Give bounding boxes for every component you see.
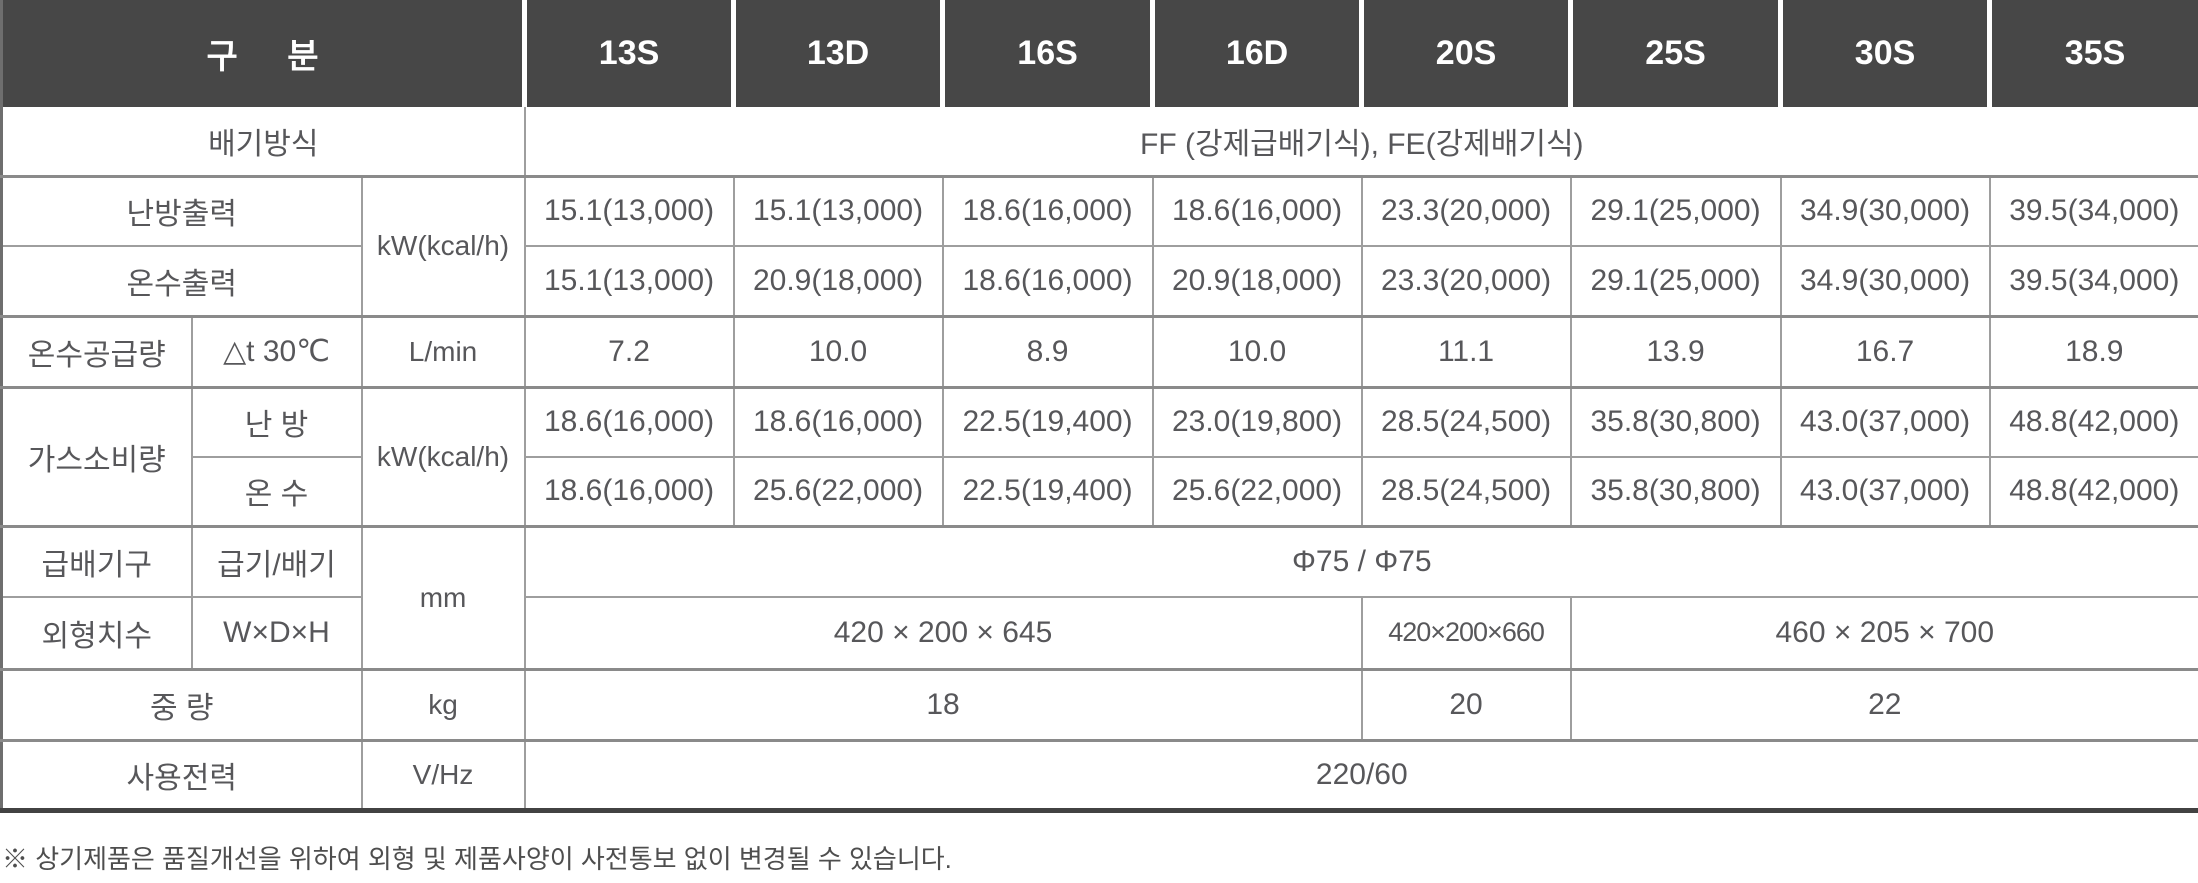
cell-hotwater-output-25s: 29.1(25,000)	[1569, 245, 1782, 317]
cell-heating-output-16d: 18.6(16,000)	[1151, 174, 1363, 247]
condition-delta-t: △t 30℃	[190, 314, 363, 388]
cell-hotwater-output-13s: 15.1(13,000)	[523, 245, 735, 317]
label-dimensions: 외형치수	[0, 596, 193, 670]
col-header-25s: 25S	[1568, 0, 1781, 107]
value-weight-25s-35s: 22	[1569, 667, 2198, 741]
sublabel-wdh: W×D×H	[190, 596, 363, 670]
value-flue-diameter: Φ75 / Φ75	[523, 524, 2198, 598]
cell-gas-heating-20s: 28.5(24,500)	[1360, 385, 1572, 458]
cell-gas-heating-35s: 48.8(42,000)	[1988, 385, 2198, 458]
footnote: ※ 상기제품은 품질개선을 위하여 외형 및 제품사양이 사전통보 없이 변경될…	[2, 843, 952, 874]
cell-supply-13s: 7.2	[523, 314, 735, 388]
row-gas-hotwater: 온 수 18.6(16,000) 25.6(22,000) 22.5(19,40…	[2, 456, 2198, 527]
label-hotwater-supply: 온수공급량	[0, 314, 193, 388]
cell-gas-hotwater-25s: 35.8(30,800)	[1569, 456, 1782, 527]
cell-gas-hotwater-16d: 25.6(22,000)	[1151, 456, 1363, 527]
cell-gas-heating-13s: 18.6(16,000)	[523, 385, 735, 458]
value-dims-25s-35s: 460 × 205 × 700	[1569, 596, 2198, 670]
row-hotwater-output: 온수출력 15.1(13,000) 20.9(18,000) 18.6(16,0…	[0, 245, 2198, 317]
cell-supply-16d: 10.0	[1151, 314, 1363, 388]
col-header-20s: 20S	[1359, 0, 1571, 107]
cell-hotwater-output-20s: 23.3(20,000)	[1360, 245, 1572, 317]
cell-gas-heating-13d: 18.6(16,000)	[732, 385, 944, 458]
row-weight: 중 량 kg 18 20 22	[0, 667, 2198, 741]
corner-header: 구 분	[1, 0, 525, 107]
cell-heating-output-35s: 39.5(34,000)	[1988, 174, 2198, 247]
value-power: 220/60	[523, 738, 2198, 811]
label-flue: 급배기구	[0, 524, 193, 598]
label-exhaust-type: 배기방식	[0, 107, 526, 177]
cell-heating-output-30s: 34.9(30,000)	[1779, 174, 1991, 247]
value-dims-20s: 420×200×660	[1360, 596, 1572, 670]
unit-kg: kg	[360, 667, 526, 741]
row-flue: 급배기구 급기/배기 mm Φ75 / Φ75	[0, 524, 2198, 670]
label-hotwater-output: 온수출력	[0, 245, 363, 317]
sublabel-gas-heating: 난 방	[190, 385, 363, 458]
cell-supply-20s: 11.1	[1360, 314, 1572, 388]
row-power: 사용전력 V/Hz 220/60	[0, 738, 2198, 811]
cell-supply-35s: 18.9	[1988, 314, 2198, 388]
value-weight-13s-16d: 18	[523, 667, 1363, 741]
row-heating-output: 난방출력 kW(kcal/h) 15.1(13,000) 15.1(13,000…	[0, 174, 2198, 317]
cell-heating-output-16s: 18.6(16,000)	[941, 174, 1154, 247]
cell-hotwater-output-13d: 20.9(18,000)	[732, 245, 944, 317]
value-exhaust-type: FF (강제급배기식), FE(강제배기식)	[523, 107, 2198, 177]
cell-gas-hotwater-20s: 28.5(24,500)	[1360, 456, 1572, 527]
cell-supply-30s: 16.7	[1779, 314, 1991, 388]
col-header-35s: 35S	[1987, 0, 2198, 107]
cell-hotwater-output-16d: 20.9(18,000)	[1151, 245, 1363, 317]
label-gas-consumption: 가스소비량	[0, 385, 193, 527]
cell-gas-hotwater-35s: 48.8(42,000)	[1988, 456, 2198, 527]
value-weight-20s: 20	[1360, 667, 1572, 741]
value-dims-13s-16d: 420 × 200 × 645	[523, 596, 1363, 670]
unit-vhz: V/Hz	[360, 738, 526, 811]
cell-hotwater-output-16s: 18.6(16,000)	[941, 245, 1154, 317]
unit-gas: kW(kcal/h)	[360, 385, 526, 527]
row-gas-heating: 가스소비량 난 방 kW(kcal/h) 18.6(16,000) 18.6(1…	[0, 385, 2198, 527]
cell-supply-25s: 13.9	[1569, 314, 1782, 388]
header-row: 구 분 13S 13D 16S 16D 20S 25S 30S 35S	[1, 0, 2198, 107]
row-hotwater-supply: 온수공급량 △t 30℃ L/min 7.2 10.0 8.9 10.0 11.…	[0, 314, 2198, 388]
unit-lmin: L/min	[360, 314, 526, 388]
label-weight: 중 량	[0, 667, 363, 741]
col-header-30s: 30S	[1778, 0, 1990, 107]
cell-gas-heating-16d: 23.0(19,800)	[1151, 385, 1363, 458]
cell-supply-13d: 10.0	[732, 314, 944, 388]
col-header-13s: 13S	[522, 0, 734, 107]
cell-heating-output-13s: 15.1(13,000)	[523, 174, 735, 247]
cell-gas-hotwater-13d: 25.6(22,000)	[732, 456, 944, 527]
col-header-16s: 16S	[940, 0, 1153, 107]
unit-mm: mm	[360, 524, 526, 670]
cell-hotwater-output-30s: 34.9(30,000)	[1779, 245, 1991, 317]
cell-supply-16s: 8.9	[941, 314, 1154, 388]
spec-table: 구 분 13S 13D 16S 16D 20S 25S 30S 35S 배기방식…	[0, 0, 2198, 813]
cell-gas-hotwater-16s: 22.5(19,400)	[941, 456, 1154, 527]
col-header-16d: 16D	[1150, 0, 1362, 107]
label-power: 사용전력	[0, 738, 363, 811]
cell-gas-heating-25s: 35.8(30,800)	[1569, 385, 1782, 458]
row-dimensions: 외형치수 W×D×H 420 × 200 × 645 420×200×660 4…	[0, 596, 2198, 670]
cell-gas-hotwater-30s: 43.0(37,000)	[1779, 456, 1991, 527]
unit-output: kW(kcal/h)	[360, 174, 526, 317]
cell-heating-output-20s: 23.3(20,000)	[1360, 174, 1572, 247]
sublabel-flue: 급기/배기	[190, 524, 363, 598]
label-heating-output: 난방출력	[0, 174, 363, 247]
sublabel-gas-hotwater: 온 수	[190, 456, 363, 527]
cell-heating-output-25s: 29.1(25,000)	[1569, 174, 1782, 247]
cell-gas-heating-16s: 22.5(19,400)	[941, 385, 1154, 458]
cell-gas-heating-30s: 43.0(37,000)	[1779, 385, 1991, 458]
cell-hotwater-output-35s: 39.5(34,000)	[1988, 245, 2198, 317]
col-header-13d: 13D	[731, 0, 943, 107]
row-exhaust-type: 배기방식 FF (강제급배기식), FE(강제배기식)	[0, 107, 2198, 177]
cell-heating-output-13d: 15.1(13,000)	[732, 174, 944, 247]
cell-gas-hotwater-13s: 18.6(16,000)	[523, 456, 735, 527]
